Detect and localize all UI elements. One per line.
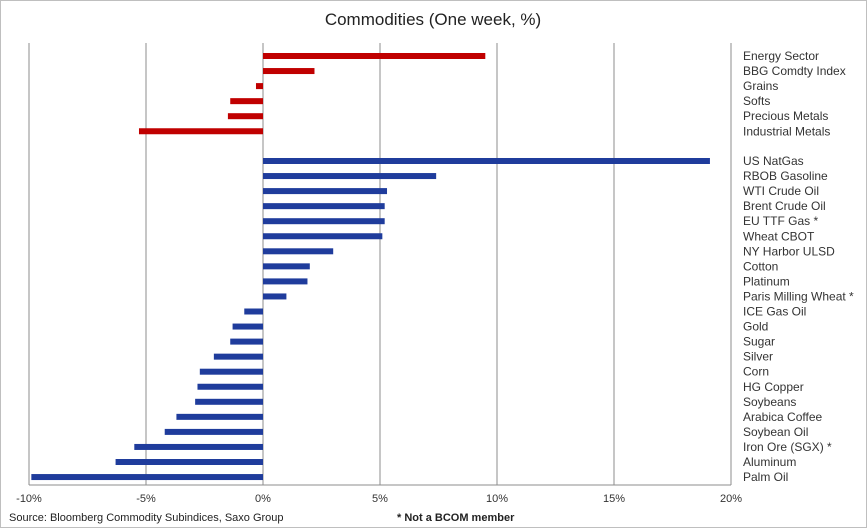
bar-paris-milling-wheat: [263, 293, 287, 300]
category-label-ny-harbor-ulsd: NY Harbor ULSD: [743, 244, 835, 258]
category-label-hg-copper: HG Copper: [743, 380, 804, 394]
category-label-us-natgas: US NatGas: [743, 154, 804, 168]
category-label-ice-gas-oil: ICE Gas Oil: [743, 305, 806, 319]
bar-iron-ore-sgx: [134, 443, 263, 450]
bar-soybean-oil: [164, 428, 263, 435]
category-label-aluminum: Aluminum: [743, 455, 796, 469]
bar-cotton: [263, 263, 310, 270]
category-label-gold: Gold: [743, 320, 768, 334]
category-label-soybeans: Soybeans: [743, 395, 796, 409]
category-label-energy-sector: Energy Sector: [743, 49, 819, 63]
category-label-palm-oil: Palm Oil: [743, 470, 788, 484]
bar-hg-copper: [197, 383, 263, 390]
bar-precious-metals: [227, 113, 263, 120]
chart-title: Commodities (One week, %): [325, 10, 541, 29]
category-label-soybean-oil: Soybean Oil: [743, 425, 808, 439]
x-tick-label: 5%: [372, 493, 388, 505]
bar-aluminum: [115, 459, 263, 465]
membership-note: * Not a BCOM member: [397, 512, 515, 524]
x-tick-labels: -10% -5% 0% 5% 10% 15% 20%: [16, 493, 742, 505]
category-label-corn: Corn: [743, 365, 769, 379]
category-label-wti-crude-oil: WTI Crude Oil: [743, 184, 819, 198]
category-label-paris-milling-wheat: Paris Milling Wheat *: [743, 289, 854, 303]
bar-bbg-comdty-index: [263, 68, 315, 75]
bar-arabica-coffee: [176, 413, 263, 420]
x-tick-label: -5%: [136, 493, 156, 505]
x-tick-label: 10%: [486, 493, 508, 505]
bar-energy-sector: [263, 53, 486, 59]
category-label-sugar: Sugar: [743, 335, 775, 349]
bar-us-natgas: [263, 158, 710, 164]
bar-platinum: [263, 278, 308, 285]
bar-soybeans: [195, 398, 263, 405]
bar-palm-oil: [31, 474, 264, 481]
category-label-cotton: Cotton: [743, 259, 778, 273]
x-tick-label: -10%: [16, 493, 42, 505]
bar-wheat-cbot: [263, 233, 383, 240]
bar-industrial-metals: [138, 128, 263, 135]
category-label-industrial-metals: Industrial Metals: [743, 124, 830, 138]
category-label-grains: Grains: [743, 79, 778, 93]
bar-ny-harbor-ulsd: [263, 248, 334, 255]
bar-sugar: [230, 338, 263, 345]
bar-corn: [199, 368, 263, 375]
bar-rbob-gasoline: [263, 173, 437, 180]
bar-brent-crude-oil: [263, 203, 385, 210]
bar-softs: [230, 98, 263, 105]
category-label-wheat-cbot: Wheat CBOT: [743, 229, 815, 243]
category-label-brent-crude-oil: Brent Crude Oil: [743, 199, 826, 213]
category-label-precious-metals: Precious Metals: [743, 109, 828, 123]
bar-wti-crude-oil: [263, 188, 388, 195]
category-label-platinum: Platinum: [743, 274, 790, 288]
category-label-arabica-coffee: Arabica Coffee: [743, 410, 822, 424]
x-tick-label: 0%: [255, 493, 271, 505]
source-note: Source: Bloomberg Commodity Subindices, …: [9, 512, 284, 524]
x-tick-label: 20%: [720, 493, 742, 505]
bars: [31, 53, 710, 481]
category-label-silver: Silver: [743, 350, 773, 364]
category-label-iron-ore-sgx: Iron Ore (SGX) *: [743, 440, 832, 454]
bar-silver: [213, 353, 263, 360]
bar-gold: [232, 323, 263, 330]
bar-eu-ttf-gas: [263, 218, 385, 225]
bar-ice-gas-oil: [244, 308, 263, 315]
category-label-eu-ttf-gas: EU TTF Gas *: [743, 214, 818, 228]
x-tick-label: 15%: [603, 493, 625, 505]
category-label-bbg-comdty-index: BBG Comdty Index: [743, 64, 846, 78]
category-label-softs: Softs: [743, 94, 770, 108]
category-label-rbob-gasoline: RBOB Gasoline: [743, 169, 828, 183]
bar-grains: [255, 83, 263, 90]
